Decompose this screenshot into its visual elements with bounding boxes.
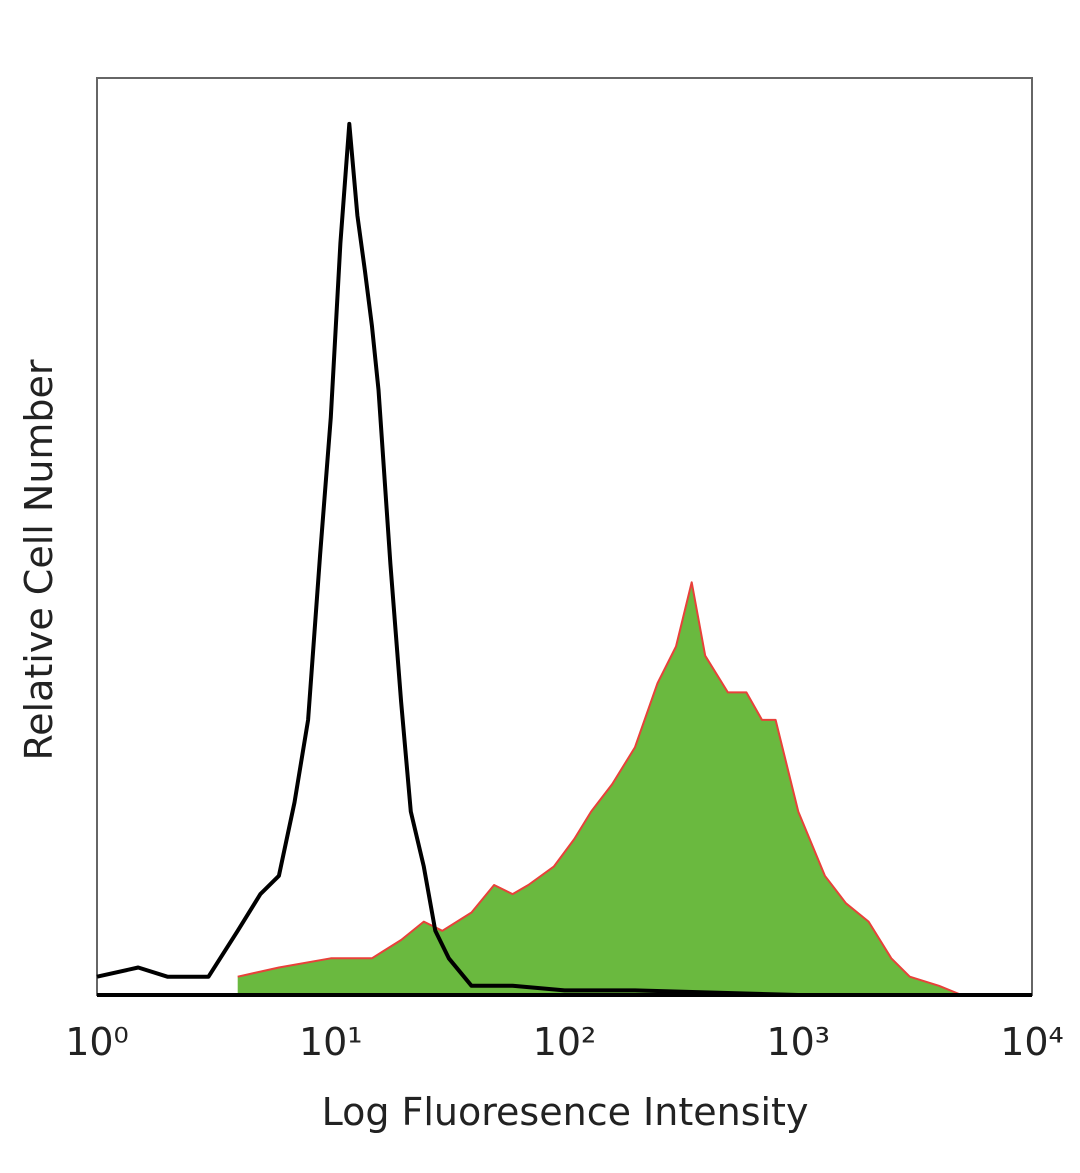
y-axis-title: Relative Cell Number [17, 359, 61, 760]
x-tick-label: 10⁴ [1000, 1020, 1064, 1064]
histogram-line [96, 121, 1032, 997]
x-tick-label: 10³ [766, 1020, 830, 1064]
histogram-area [237, 582, 1032, 995]
x-tick-label: 10² [533, 1020, 597, 1064]
x-tick-label: 10⁰ [65, 1020, 129, 1064]
x-axis-title: Log Fluoresence Intensity [322, 1090, 809, 1134]
histogram-line [237, 581, 1032, 996]
x-tick-label: 10¹ [299, 1020, 363, 1064]
